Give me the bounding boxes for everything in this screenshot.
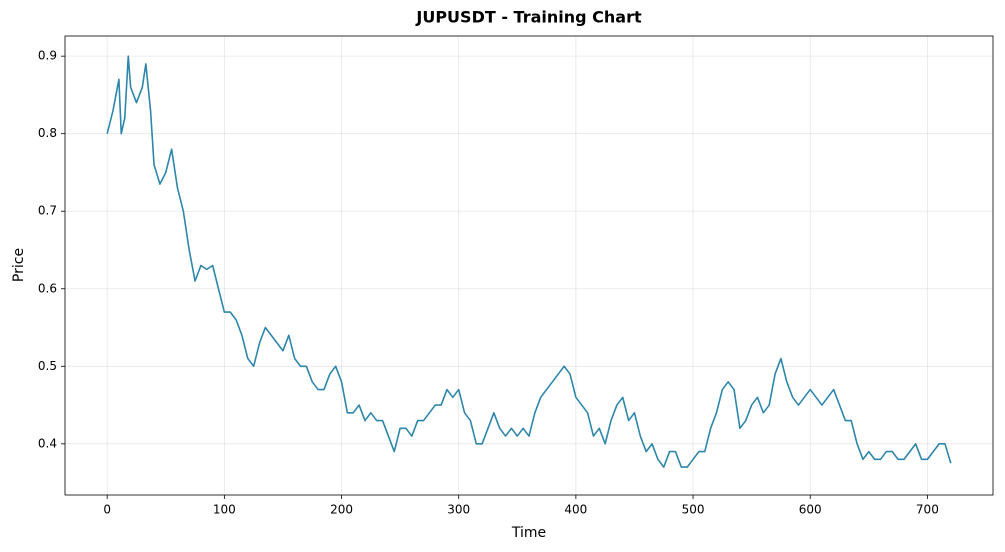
x-tick-label: 0 [103,503,111,517]
x-tick-label: 600 [799,503,822,517]
y-axis-label: Price [11,248,27,282]
plot-frame [64,35,994,496]
x-tick-label: 100 [213,503,236,517]
x-tick-label: 300 [447,503,470,517]
x-axis-label: Time [511,525,546,541]
y-tick-label: 0.8 [38,126,57,140]
x-tick-label: 700 [916,503,939,517]
y-tick-label: 0.9 [38,49,57,63]
x-tick-label: 200 [330,503,353,517]
y-tick-label: 0.6 [38,281,57,295]
x-tick-label: 500 [682,503,705,517]
price-line [106,55,952,468]
chart-title: JUPUSDT - Training Chart [415,8,642,27]
y-tick-label: 0.7 [38,204,57,218]
x-tick-label: 400 [564,503,587,517]
y-tick-label: 0.4 [38,436,57,450]
y-tick-label: 0.5 [38,359,57,373]
